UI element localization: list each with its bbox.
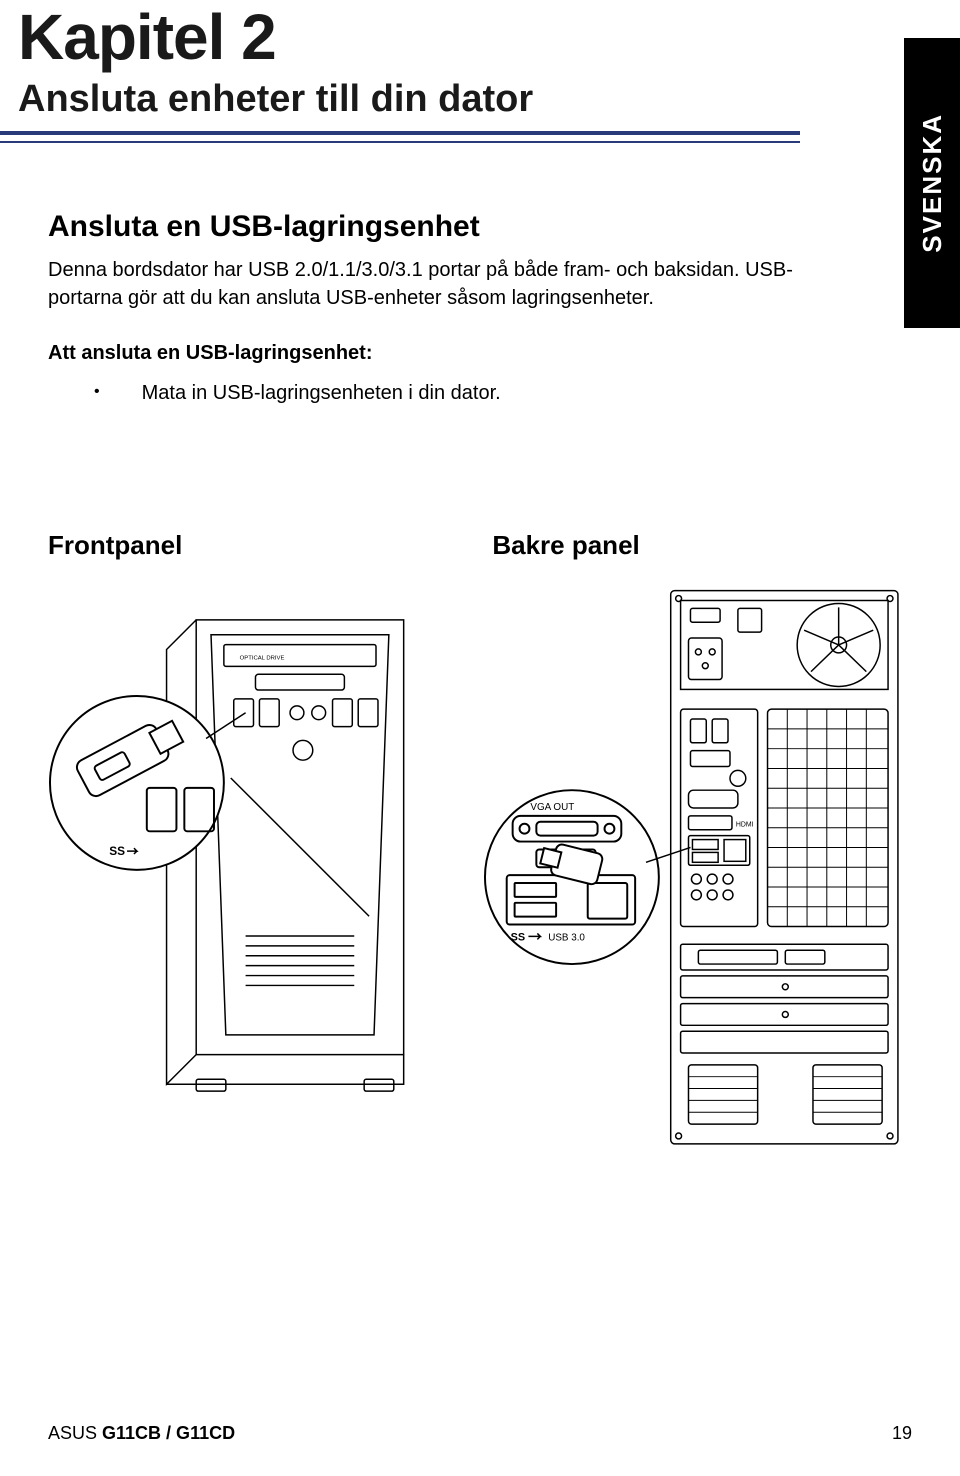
illustrations-row: OPTICAL DRIVE [48, 577, 908, 1197]
svg-text:HDMI: HDMI [736, 822, 754, 829]
bullet-item: • Mata in USB-lagringsenheten i din dato… [94, 379, 828, 407]
footer-brand-prefix: ASUS [48, 1423, 102, 1443]
bullet-marker: • [94, 379, 100, 405]
front-panel-illustration: OPTICAL DRIVE [48, 577, 443, 1137]
footer-brand: ASUS G11CB / G11CD [48, 1423, 235, 1444]
panels-block: Frontpanel Bakre panel OPTICAL DRIVE [48, 530, 908, 1197]
vga-out-label: VGA OUT [531, 802, 575, 813]
panel-labels-row: Frontpanel Bakre panel [48, 530, 908, 561]
optical-drive-label: OPTICAL DRIVE [240, 655, 285, 661]
section-subhead: Att ansluta en USB-lagringsenhet: [48, 342, 828, 365]
chapter-rule-thick: Kapitel 2 Ansluta enheter till din dator [0, 0, 800, 135]
chapter-subtitle: Ansluta enheter till din dator [0, 78, 800, 121]
svg-text:SS: SS [109, 844, 125, 858]
bullet-text: Mata in USB-lagringsenheten i din dator. [142, 379, 501, 407]
page: Kapitel 2 Ansluta enheter till din dator… [0, 0, 960, 1476]
language-tab-label: SVENSKA [917, 113, 948, 253]
front-panel-label: Frontpanel [48, 530, 182, 561]
usb3-label: USB 3.0 [548, 932, 585, 943]
chapter-title: Kapitel 2 [0, 0, 800, 74]
section-content: Ansluta en USB-lagringsenhet Denna bords… [48, 210, 828, 407]
back-panel-label: Bakre panel [492, 530, 639, 561]
chapter-heading-block: Kapitel 2 Ansluta enheter till din dator [0, 0, 800, 143]
svg-text:SS: SS [511, 931, 526, 943]
language-tab: SVENSKA [904, 38, 960, 328]
footer-page-number: 19 [892, 1423, 912, 1444]
section-title: Ansluta en USB-lagringsenhet [48, 210, 828, 244]
page-footer: ASUS G11CB / G11CD 19 [48, 1423, 912, 1444]
back-panel-illustration: HDMI [483, 577, 908, 1197]
footer-brand-model: G11CB / G11CD [102, 1423, 235, 1443]
chapter-rule-thin [0, 141, 800, 143]
section-body: Denna bordsdator har USB 2.0/1.1/3.0/3.1… [48, 256, 828, 312]
